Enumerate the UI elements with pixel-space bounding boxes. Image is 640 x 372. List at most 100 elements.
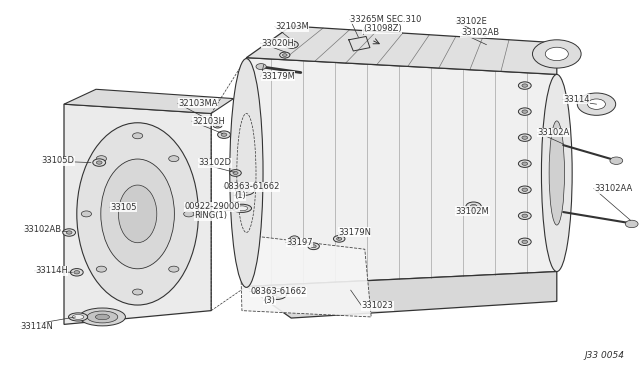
Circle shape [70,269,83,276]
Circle shape [74,270,79,274]
Text: 33102E: 33102E [456,17,488,26]
Ellipse shape [100,159,174,269]
Circle shape [522,136,527,139]
Circle shape [285,41,298,48]
Circle shape [216,124,220,126]
Circle shape [522,110,527,113]
Text: 00922-29000: 00922-29000 [184,202,240,211]
Circle shape [132,289,143,295]
Circle shape [289,43,295,46]
Text: 33265M SEC.310: 33265M SEC.310 [350,15,422,24]
Ellipse shape [87,311,118,323]
Text: (31098Z): (31098Z) [363,24,402,33]
Text: 33102D: 33102D [198,158,232,167]
Circle shape [184,211,194,217]
Circle shape [466,202,481,211]
Circle shape [470,205,477,208]
Circle shape [522,214,527,217]
Text: 33179M: 33179M [261,72,295,81]
Circle shape [93,159,106,166]
Text: 08363-61662: 08363-61662 [250,287,307,296]
Circle shape [282,54,287,57]
Text: 08363-61662: 08363-61662 [223,182,280,191]
Circle shape [132,133,143,139]
Text: (1): (1) [234,191,246,200]
Circle shape [230,170,241,176]
Ellipse shape [230,58,263,287]
Ellipse shape [577,93,616,115]
Circle shape [518,108,531,115]
Ellipse shape [232,204,252,212]
Circle shape [96,266,106,272]
Text: 33114N: 33114N [20,322,53,331]
Polygon shape [246,272,557,318]
Circle shape [522,188,527,191]
Text: 32103M: 32103M [275,22,309,31]
Text: 33102AA: 33102AA [594,184,632,193]
Circle shape [256,64,266,70]
Circle shape [522,162,527,165]
Polygon shape [246,58,557,286]
Circle shape [96,156,106,162]
Ellipse shape [72,315,84,319]
Circle shape [63,229,76,236]
Circle shape [625,220,638,228]
Circle shape [97,161,102,164]
Circle shape [337,237,342,240]
Circle shape [169,156,179,162]
Circle shape [241,187,250,192]
Circle shape [67,231,72,234]
Ellipse shape [541,74,572,272]
Ellipse shape [549,121,564,225]
Circle shape [268,288,287,299]
Text: 33102A: 33102A [538,128,570,137]
Polygon shape [240,234,371,317]
Circle shape [518,82,531,89]
Text: 33102M: 33102M [456,207,490,216]
Text: RING(1): RING(1) [194,211,227,220]
Text: 33020H: 33020H [261,39,294,48]
Circle shape [221,133,227,136]
Circle shape [333,235,345,242]
Text: J33 0054: J33 0054 [584,351,624,360]
Circle shape [518,134,531,141]
Circle shape [213,123,222,128]
Text: (3): (3) [264,296,276,305]
Circle shape [308,243,319,250]
Text: 33114: 33114 [563,95,589,104]
Circle shape [280,52,290,58]
Ellipse shape [95,314,109,320]
Circle shape [218,131,230,138]
Circle shape [236,184,255,195]
Ellipse shape [68,313,88,321]
Ellipse shape [118,185,157,243]
Ellipse shape [289,236,300,246]
Text: 32103H: 32103H [192,117,225,126]
Ellipse shape [79,308,125,326]
Text: 33105D: 33105D [42,156,75,165]
Polygon shape [246,26,557,74]
Ellipse shape [588,99,605,109]
Circle shape [522,84,527,87]
Ellipse shape [77,123,198,305]
Text: 331023: 331023 [362,301,394,310]
Circle shape [81,211,92,217]
Polygon shape [64,104,211,324]
Circle shape [518,160,531,167]
Circle shape [273,291,282,296]
Ellipse shape [236,206,248,211]
Polygon shape [64,89,234,113]
Circle shape [518,212,531,219]
Text: 33179N: 33179N [338,228,371,237]
Text: 33102AB: 33102AB [24,225,62,234]
Text: 33114H: 33114H [35,266,68,275]
Text: 33105: 33105 [110,203,136,212]
Text: 33197: 33197 [286,238,313,247]
Text: 33102AB: 33102AB [461,28,499,37]
Circle shape [169,266,179,272]
Circle shape [610,157,623,164]
Circle shape [522,240,527,244]
Circle shape [233,171,238,174]
Text: 32103MA: 32103MA [178,99,218,108]
Ellipse shape [532,40,581,68]
